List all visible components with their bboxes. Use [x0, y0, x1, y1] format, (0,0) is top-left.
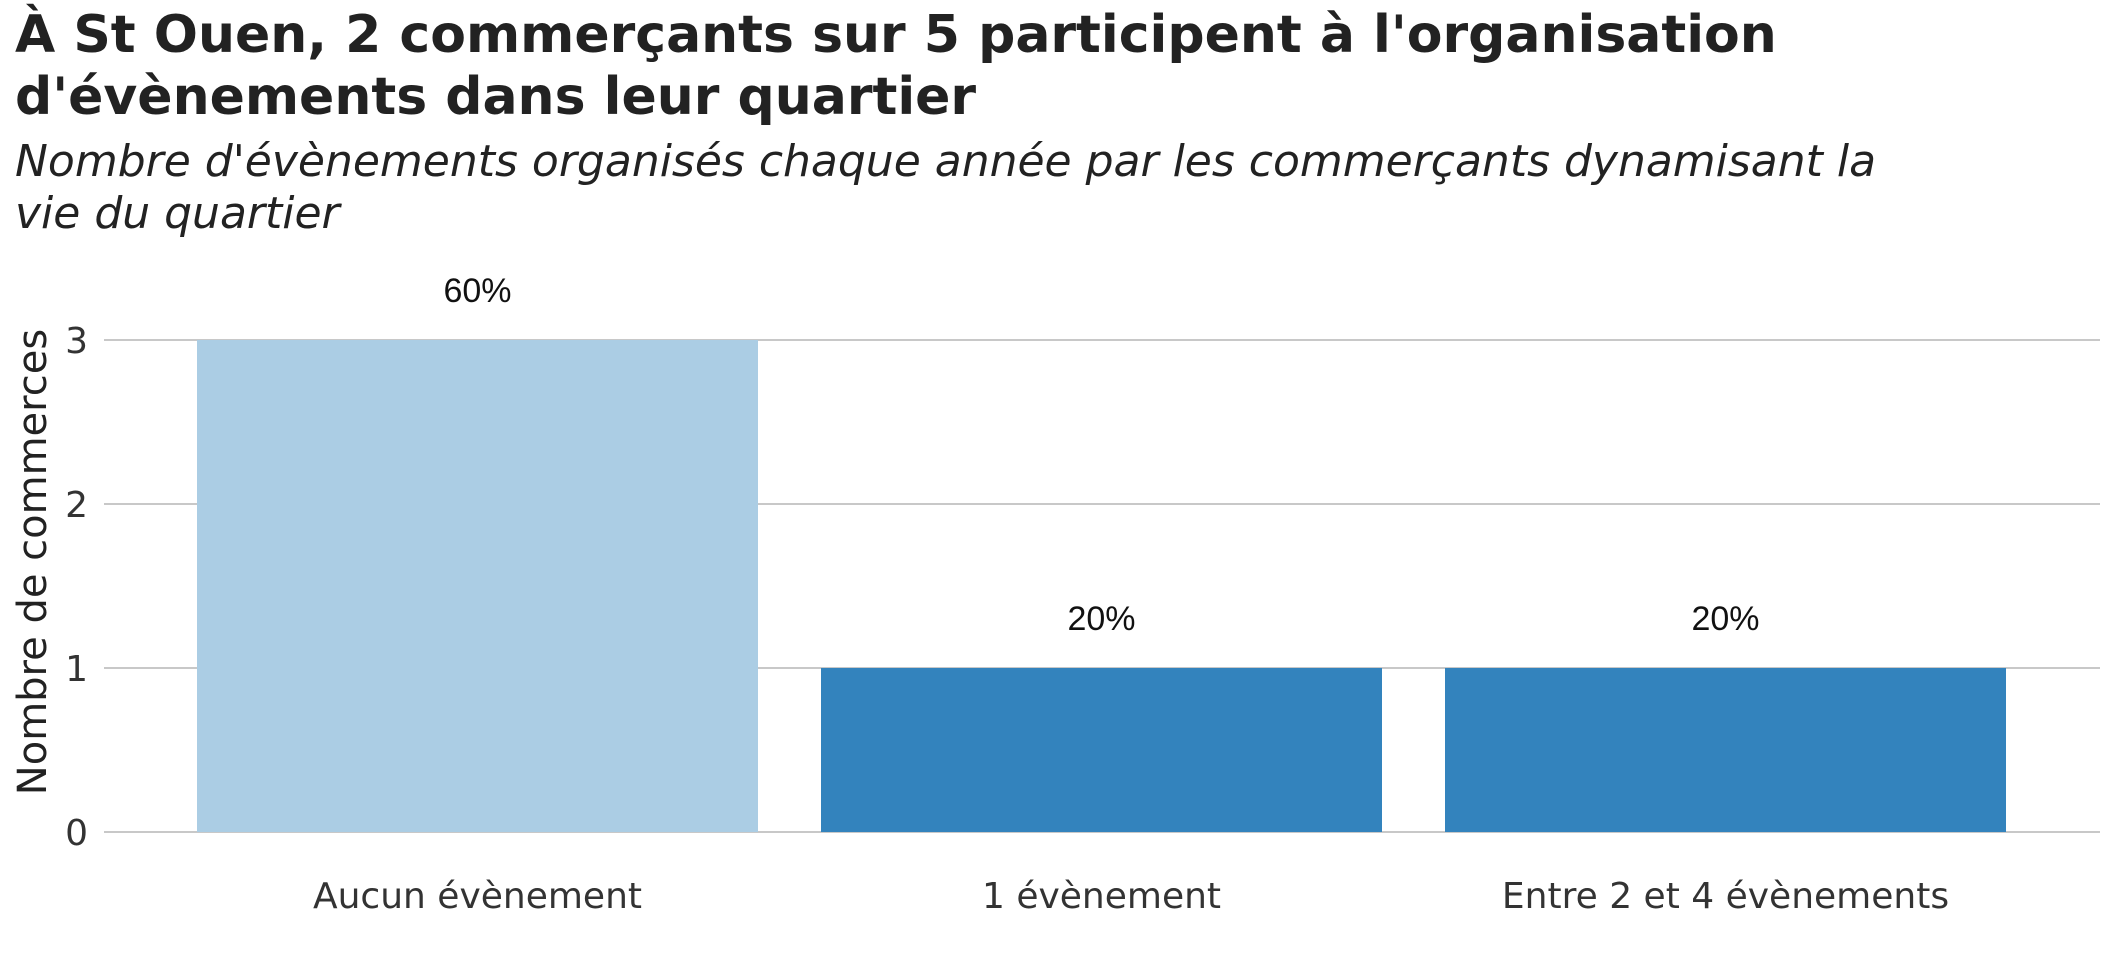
y-tick-label-3: 3 — [65, 321, 88, 362]
data-label-2: 20% — [1067, 600, 1135, 638]
x-category-label-2: 1 évènement — [982, 876, 1221, 917]
data-label-3: 20% — [1691, 600, 1759, 638]
bar-1 — [197, 340, 758, 832]
y-axis-ticks: 0 1 2 3 — [65, 321, 88, 854]
data-labels: 60% 20% 20% — [443, 272, 1759, 638]
y-tick-label-2: 2 — [65, 485, 88, 526]
x-category-label-1: Aucun évènement — [313, 876, 642, 917]
chart-title: À St Ouen, 2 commerçants sur 5 participe… — [15, 5, 1777, 127]
x-axis-categories: Aucun évènement 1 évènement Entre 2 et 4 é… — [313, 876, 1949, 917]
chart-subtitle: Nombre d'évènements organisés chaque ann… — [15, 136, 1877, 239]
y-tick-label-1: 1 — [65, 649, 88, 690]
data-label-1: 60% — [443, 272, 511, 310]
x-category-label-3: Entre 2 et 4 évènements — [1502, 876, 1949, 917]
bar-3 — [1445, 668, 2006, 832]
y-axis-title: Nombre de commerces — [10, 329, 56, 795]
bar-2 — [821, 668, 1382, 832]
bars — [197, 340, 2006, 832]
y-tick-label-0: 0 — [65, 813, 88, 854]
